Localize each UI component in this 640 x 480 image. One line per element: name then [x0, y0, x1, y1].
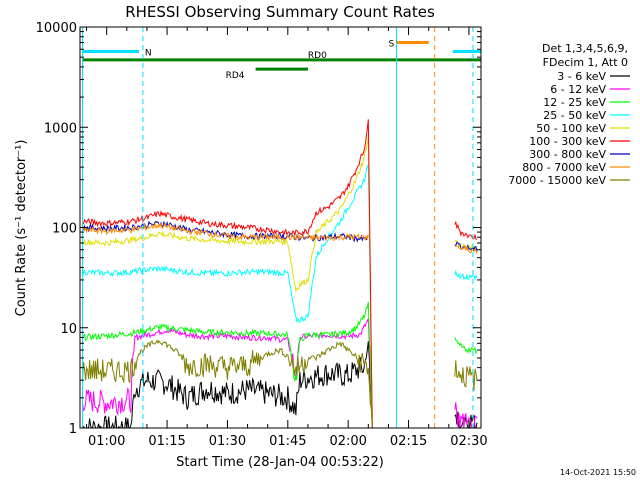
- series-line-7: [82, 222, 369, 242]
- x-tick-label-6: 02:30: [450, 434, 487, 449]
- y-tick-label-3: 1000: [44, 121, 77, 136]
- series-line-after-gap-8: [454, 360, 478, 391]
- legend-entry-label-0: 3 - 6 keV: [557, 70, 606, 83]
- x-axis-label: Start Time (28-Jan-04 00:53:22): [176, 455, 384, 470]
- x-tick-label-1: 01:15: [148, 434, 185, 449]
- timestamp: 14-Oct-2021 15:50: [560, 468, 636, 477]
- x-tick-label-3: 01:45: [269, 434, 306, 449]
- y-axis: 1 10 100 1000 10000: [36, 21, 481, 437]
- y-tick-label-0: 1: [69, 422, 77, 437]
- legend-title-line-1: FDecim 1, Att 0: [543, 56, 628, 69]
- y-axis-label: Count Rate (s⁻¹ detector⁻¹): [14, 140, 29, 317]
- x-tick-label-4: 02:00: [329, 434, 366, 449]
- series-line-8: [82, 339, 373, 427]
- series-line-3: [82, 164, 373, 420]
- annotation-label-0: N: [145, 48, 152, 58]
- legend-entry-label-7: 800 - 7000 keV: [522, 161, 606, 174]
- y-tick-label-2: 100: [52, 222, 77, 237]
- legend-entry-label-3: 25 - 50 keV: [543, 109, 606, 122]
- series-line-after-gap-7: [454, 245, 478, 254]
- vertical-markers: [82, 27, 474, 428]
- legend-entry-label-8: 7000 - 15000 keV: [508, 174, 606, 187]
- x-tick-label-0: 01:00: [88, 434, 125, 449]
- legend: Det 1,3,4,5,6,9,FDecim 1, Att 03 - 6 keV…: [508, 42, 630, 187]
- x-tick-label-5: 02:15: [390, 434, 427, 449]
- y-tick-label-1: 10: [60, 322, 77, 337]
- series-line-0: [82, 341, 373, 428]
- series-line-4: [82, 135, 373, 421]
- series-line-after-gap-5: [454, 220, 478, 241]
- x-tick-label-2: 01:30: [209, 434, 246, 449]
- series-line-after-gap-3: [454, 269, 478, 281]
- series-line-1: [82, 318, 373, 419]
- x-axis: 01:00 01:15 01:30 01:45 02:00 02:15 02:30: [86, 27, 488, 449]
- legend-entry-label-2: 12 - 25 keV: [543, 96, 606, 109]
- chart-title: RHESSI Observing Summary Count Rates: [125, 3, 435, 21]
- annotation-label-3: RD0: [308, 51, 327, 61]
- annotation-label-4: RD4: [226, 71, 245, 81]
- series-line-after-gap-2: [454, 337, 478, 355]
- legend-entry-label-1: 6 - 12 keV: [550, 83, 606, 96]
- annotation-label-2: S: [388, 40, 394, 50]
- series-line-2: [82, 301, 373, 428]
- plot-area: N S RD0 RD4: [82, 27, 481, 428]
- legend-entry-label-4: 50 - 100 keV: [536, 122, 606, 135]
- legend-title-line-0: Det 1,3,4,5,6,9,: [542, 42, 628, 55]
- series-line-5: [82, 119, 373, 428]
- series-line-after-gap-1: [454, 402, 478, 428]
- legend-entry-label-5: 100 - 300 keV: [529, 135, 606, 148]
- instrument-annotations: N S RD0 RD4: [82, 40, 481, 81]
- series-layer: [82, 119, 478, 428]
- y-tick-label-4: 10000: [36, 21, 77, 36]
- legend-entry-label-6: 300 - 800 keV: [529, 148, 606, 161]
